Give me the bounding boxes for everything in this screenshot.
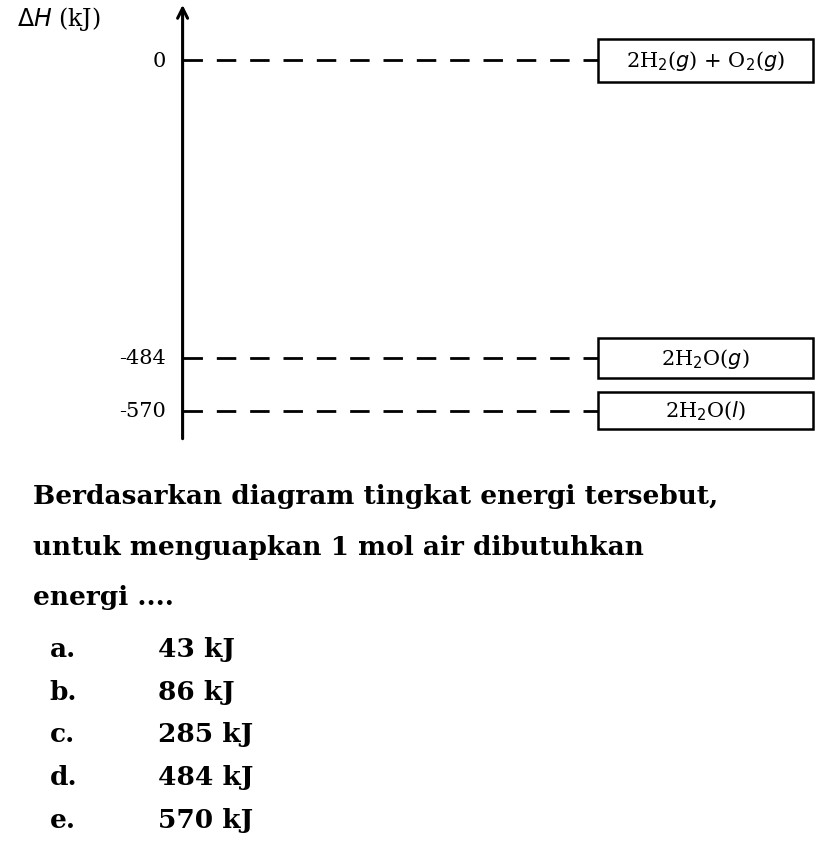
- Text: 2H$_2$($g$) + O$_2$($g$): 2H$_2$($g$) + O$_2$($g$): [626, 50, 785, 73]
- Text: d.: d.: [50, 764, 77, 789]
- Text: Berdasarkan diagram tingkat energi tersebut,: Berdasarkan diagram tingkat energi terse…: [33, 484, 719, 509]
- Text: 2H$_2$O($g$): 2H$_2$O($g$): [662, 347, 749, 371]
- Text: 285 kJ: 285 kJ: [158, 722, 253, 746]
- Text: b.: b.: [50, 679, 77, 704]
- Text: 0: 0: [153, 51, 166, 71]
- Text: 484 kJ: 484 kJ: [158, 764, 253, 789]
- Text: $\Delta H$ (kJ): $\Delta H$ (kJ): [17, 5, 100, 33]
- Text: 2H$_2$O($l$): 2H$_2$O($l$): [665, 400, 746, 423]
- Text: untuk menguapkan 1 mol air dibutuhkan: untuk menguapkan 1 mol air dibutuhkan: [33, 534, 644, 559]
- Bar: [598, 338, 813, 378]
- Text: -484: -484: [120, 349, 166, 368]
- Text: a.: a.: [50, 636, 76, 661]
- Text: -570: -570: [120, 402, 166, 421]
- Text: energi ....: energi ....: [33, 584, 174, 609]
- Text: 43 kJ: 43 kJ: [158, 636, 235, 661]
- Text: e.: e.: [50, 807, 76, 832]
- Bar: [598, 40, 813, 83]
- Text: 86 kJ: 86 kJ: [158, 679, 234, 704]
- Text: c.: c.: [50, 722, 75, 746]
- Text: 570 kJ: 570 kJ: [158, 807, 253, 832]
- Bar: [598, 392, 813, 430]
